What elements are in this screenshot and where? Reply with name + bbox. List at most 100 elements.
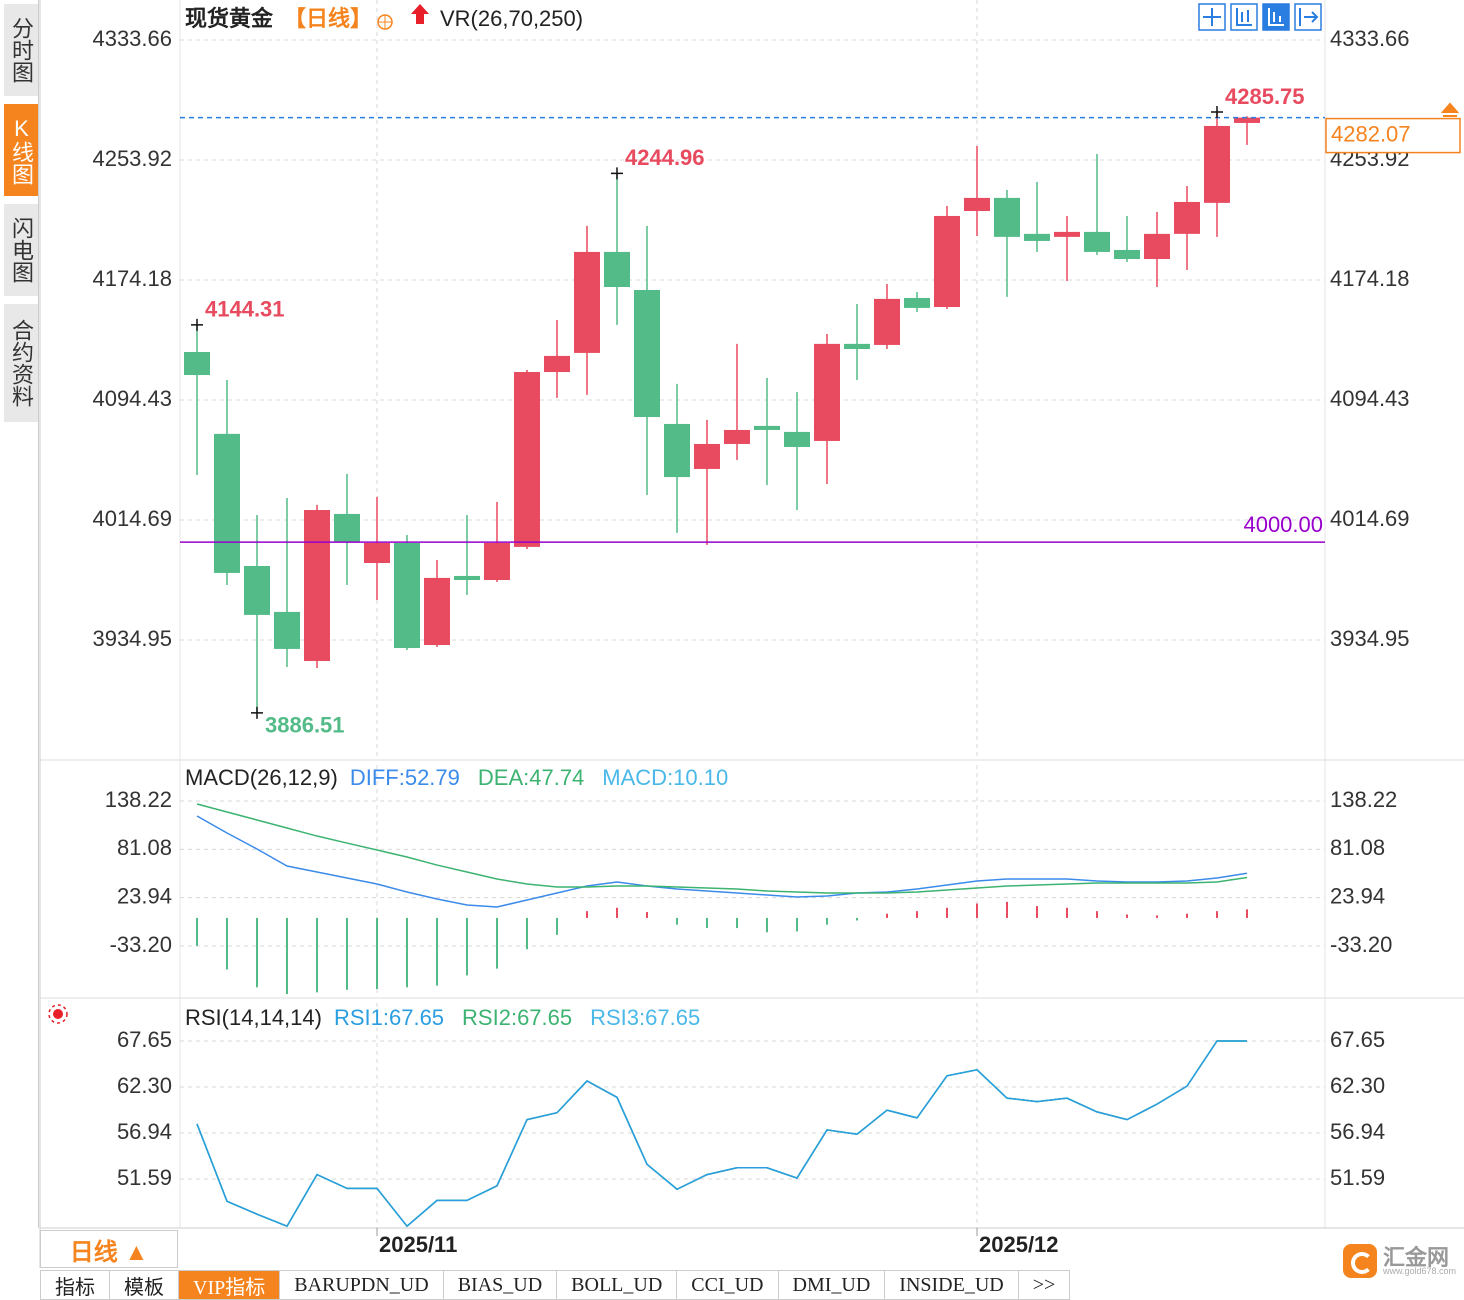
legend-entry: RSI3:67.65 [590, 1005, 700, 1030]
indicator-line [196, 1040, 1247, 1228]
y-tick-label: 4014.69 [92, 506, 172, 531]
candle-body [364, 542, 390, 564]
y-tick-label: 3934.95 [92, 626, 172, 651]
candle-body [424, 577, 450, 646]
indicator-tab[interactable]: INSIDE_UD [885, 1270, 1019, 1300]
indicator-title: MACD(26,12,9) [185, 765, 338, 790]
rsi-icon [48, 1004, 68, 1024]
logo: 汇金网 www.gold678.com [1343, 1240, 1463, 1280]
tool-glyph [1236, 8, 1252, 26]
period-button[interactable]: 日线 ▲ [40, 1230, 178, 1268]
extreme-label: 4144.31 [205, 297, 285, 322]
y-tick-label-right: 23.94 [1330, 883, 1385, 908]
y-tick-label: 81.08 [117, 835, 172, 860]
y-tick-label: 51.59 [117, 1165, 172, 1190]
indicator-line [196, 803, 1248, 894]
sidebar-tab[interactable]: 闪电图 [4, 204, 38, 296]
candle-body [904, 297, 930, 308]
candle-body [784, 431, 810, 447]
x-tick-label: 2025/12 [979, 1232, 1059, 1257]
indicator-tab[interactable]: 指标 [40, 1270, 110, 1300]
indicator-tab[interactable]: 模板 [110, 1270, 179, 1300]
y-tick-label-right: 138.22 [1330, 787, 1397, 812]
tool-button[interactable] [1230, 3, 1258, 31]
candle-body [874, 298, 900, 345]
y-tick-label-right: 4333.66 [1330, 26, 1410, 51]
sidebar-tab[interactable]: 合约资料 [4, 304, 38, 422]
y-tick-label-right: 62.30 [1330, 1073, 1385, 1098]
candle-body [304, 510, 330, 661]
indicator-tabs: 指标 模板 VIP指标 BARUPDN_UD BIAS_UD BOLL_UD CCI_UD D… [40, 1270, 1071, 1300]
last-price-box [1325, 117, 1461, 154]
last-price-label: 4282.07 [1331, 121, 1411, 146]
price-arrow-icon [1440, 102, 1460, 117]
candle-body [694, 443, 720, 469]
y-tick-label: 23.94 [117, 883, 172, 908]
reference-label: 4000.00 [1243, 512, 1323, 537]
candle-body [1174, 201, 1200, 234]
candle-body [1144, 233, 1170, 260]
sidebar-tab[interactable]: 分时图 [4, 4, 38, 96]
y-tick-label-right: 67.65 [1330, 1027, 1385, 1052]
indicator-tab[interactable]: BARUPDN_UD [280, 1270, 444, 1300]
candle-body [1234, 117, 1260, 123]
candle-body [184, 352, 210, 376]
candle-body [334, 513, 360, 542]
logo-url: www.gold678.com [1383, 1266, 1457, 1276]
x-tick-label: 2025/11 [379, 1232, 457, 1257]
candle-body [484, 542, 510, 581]
indicator-tab[interactable]: DMI_UD [778, 1270, 886, 1300]
indicator-tab[interactable]: CCI_UD [677, 1270, 779, 1300]
y-tick-label: 138.22 [105, 787, 172, 812]
candle-body [514, 372, 540, 547]
toolbar [1198, 3, 1322, 31]
settings-icon[interactable] [377, 14, 393, 30]
candle-body [1024, 233, 1050, 241]
logo-icon [1343, 1244, 1377, 1278]
candle-body [454, 575, 480, 581]
tool-glyph [1203, 8, 1221, 26]
extreme-marker [191, 318, 203, 331]
sidebar: 分时图 K线图闪电图合约资料 [0, 0, 39, 1228]
candle-body [934, 215, 960, 308]
y-tick-label-right: 51.59 [1330, 1165, 1385, 1190]
y-tick-label: 56.94 [117, 1119, 172, 1144]
candle-body [994, 197, 1020, 237]
y-tick-label: 67.65 [117, 1027, 172, 1052]
indicator-label: VR(26,70,250) [440, 6, 583, 31]
candle-body [214, 433, 240, 573]
extreme-marker [1211, 106, 1223, 119]
candle-body [244, 566, 270, 615]
candle-body [814, 343, 840, 441]
candle-body [1054, 231, 1080, 237]
indicator-title: RSI(14,14,14) [185, 1005, 322, 1030]
indicator-tab[interactable]: VIP指标 [179, 1270, 281, 1300]
legend-entry: MACD:10.10 [602, 765, 728, 790]
legend-entry: RSI2:67.65 [462, 1005, 572, 1030]
tool-glyph [1268, 8, 1284, 26]
candle-body [274, 611, 300, 649]
tool-glyph [1299, 8, 1319, 26]
indicator-icon [411, 4, 429, 24]
extreme-marker [611, 167, 623, 180]
y-tick-label-right: 4014.69 [1330, 506, 1410, 531]
candle-body [1084, 231, 1110, 252]
indicator-line [196, 1040, 1247, 1228]
indicator-tab[interactable]: BIAS_UD [443, 1270, 558, 1300]
y-tick-label: 4333.66 [92, 26, 172, 51]
y-tick-label-right: 3934.95 [1330, 626, 1410, 651]
candle-body [604, 251, 630, 287]
candle-body [724, 429, 750, 444]
extreme-marker [251, 706, 263, 719]
y-tick-label: 4094.43 [92, 386, 172, 411]
candle-body [634, 290, 660, 418]
indicator-line [196, 1040, 1247, 1228]
indicator-tab[interactable]: BOLL_UD [557, 1270, 678, 1300]
tool-button[interactable] [1262, 3, 1290, 31]
legend-entry: DEA:47.74 [478, 765, 584, 790]
sidebar-tab[interactable]: K线图 [4, 104, 38, 196]
indicator-tab[interactable]: >> [1018, 1270, 1071, 1300]
y-tick-label: 4174.18 [92, 266, 172, 291]
y-tick-label-right: 4174.18 [1330, 266, 1410, 291]
